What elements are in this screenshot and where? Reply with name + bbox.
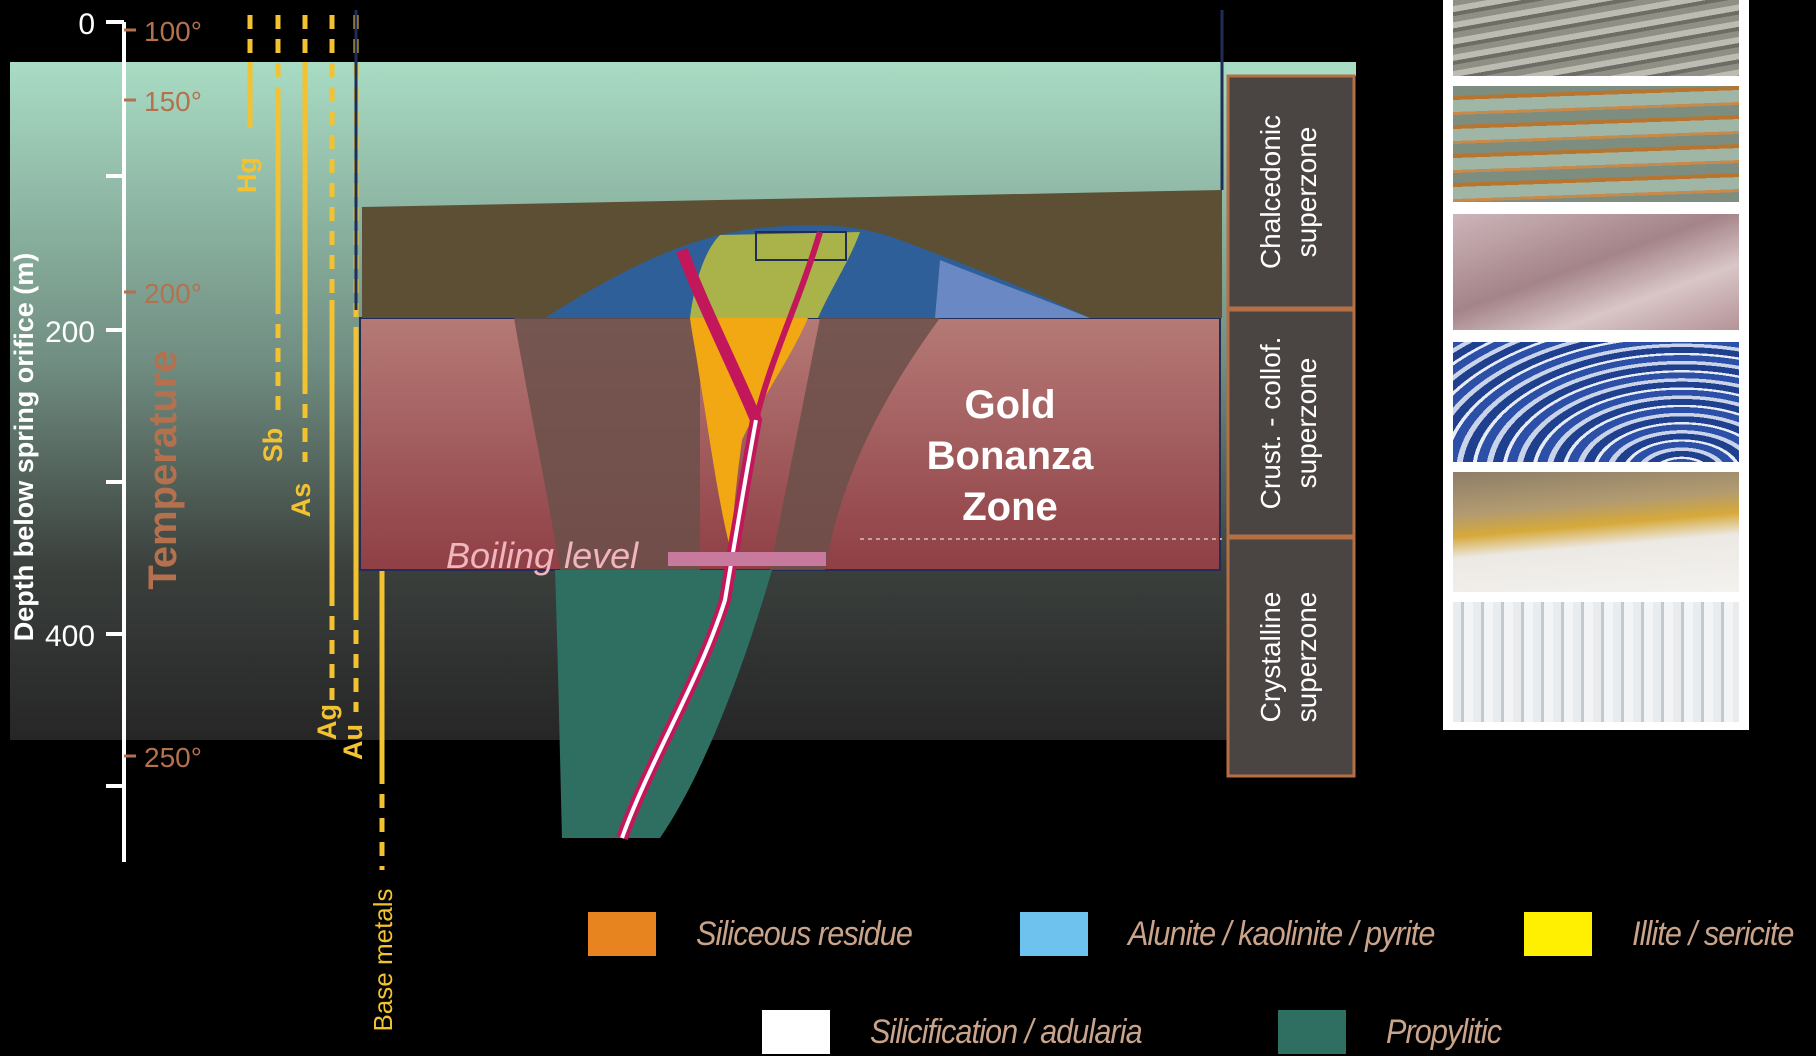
legend-item-propylitic: Propylitic <box>1278 1010 1514 1054</box>
blue-banded-vein-photo <box>1453 342 1739 462</box>
depth-axis-label: Depth below spring orifice (m) <box>9 253 39 642</box>
gold-zone-line1: Gold <box>964 383 1056 427</box>
legend-label-illite: Illite / sericite <box>1632 914 1794 953</box>
alunite-dome-light <box>935 260 1090 318</box>
legend-label-silicification: Silicification / adularia <box>870 1012 1143 1051</box>
superzone-column: Chalcedonic superzone Crust. - collof. s… <box>1226 62 1356 778</box>
alteration-halo <box>514 318 700 570</box>
boiling-level-bar <box>668 552 826 566</box>
boiling-level-label: Boiling level <box>446 535 639 576</box>
depth-tick-400: 400 <box>45 620 95 653</box>
banded-chalcedony-photo <box>1453 86 1739 202</box>
legend-item-siliceous-residue: Siliceous residue <box>588 912 936 956</box>
temp-tick-200: 200° <box>144 278 202 309</box>
au-label: Au <box>338 724 368 760</box>
legend-swatch-alunite <box>1020 912 1088 956</box>
base-metals-label: Base metals <box>368 888 398 1031</box>
sample-photos-panel <box>1443 0 1749 730</box>
crust-collof-superzone-box <box>1226 308 1356 538</box>
gold-bonanza-zone-label: Gold Bonanza Zone <box>900 380 1120 533</box>
temp-tick-100: 100° <box>144 16 202 47</box>
alteration-halo-right <box>770 318 940 570</box>
hg-label: Hg <box>232 157 262 193</box>
gold-zone-line3: Zone <box>962 485 1058 529</box>
legend-swatch-siliceous-residue <box>588 912 656 956</box>
chalcedonic-layered-photo <box>1453 0 1739 76</box>
legend-label-siliceous-residue: Siliceous residue <box>696 914 913 953</box>
temp-tick-150: 150° <box>144 86 202 117</box>
panel-frame <box>354 10 1224 310</box>
legend-item-silicification: Silicification / adularia <box>762 1010 1172 1054</box>
as-label: As <box>286 483 316 518</box>
crystalline-superzone-box <box>1226 536 1356 778</box>
superzone-1-line1: Chalcedonic <box>1255 115 1286 269</box>
superzone-3-line2: superzone <box>1291 592 1322 723</box>
legend-item-illite: Illite / sericite <box>1524 912 1812 956</box>
crystalline-quartz-photo <box>1453 602 1739 722</box>
legend-swatch-silicification <box>762 1010 830 1054</box>
superzone-2-line1: Crust. - collof. <box>1255 337 1286 510</box>
legend-label-propylitic: Propylitic <box>1386 1012 1502 1051</box>
sb-label: Sb <box>258 428 288 463</box>
depth-tick-200: 200 <box>45 316 95 349</box>
temperature-axis-label: Temperature <box>141 350 185 589</box>
depth-tick-0: 0 <box>78 8 95 41</box>
branch-vein <box>753 231 823 421</box>
superzone-3-line1: Crystalline <box>1255 592 1286 723</box>
depth-axis: 0 200 400 Depth below spring orifice (m) <box>9 8 126 862</box>
gold-bearing-vein-photo <box>1453 472 1739 592</box>
temp-tick-250: 250° <box>144 742 202 773</box>
illite-zone <box>690 232 860 318</box>
legend-swatch-propylitic <box>1278 1010 1346 1054</box>
legend-item-alunite: Alunite / kaolinite / pyrite <box>1020 912 1469 956</box>
siliceous-core <box>690 318 808 548</box>
gold-zone-line2: Bonanza <box>926 434 1094 478</box>
main-vein-core <box>620 419 758 839</box>
legend-swatch-illite <box>1524 912 1592 956</box>
legend-label-alunite: Alunite / kaolinite / pyrite <box>1128 914 1435 953</box>
superzone-2-line2: superzone <box>1291 358 1322 489</box>
chalcedonic-superzone-box <box>1226 74 1356 310</box>
superzone-1-line2: superzone <box>1291 127 1322 258</box>
pink-silica-photo <box>1453 214 1739 330</box>
temperature-axis: 100° 150° 200° 250° Temperature <box>124 16 202 773</box>
ag-label: Ag <box>312 704 342 740</box>
inner-box <box>755 231 847 261</box>
element-labels: Hg Sb As Ag Au <box>232 157 368 760</box>
